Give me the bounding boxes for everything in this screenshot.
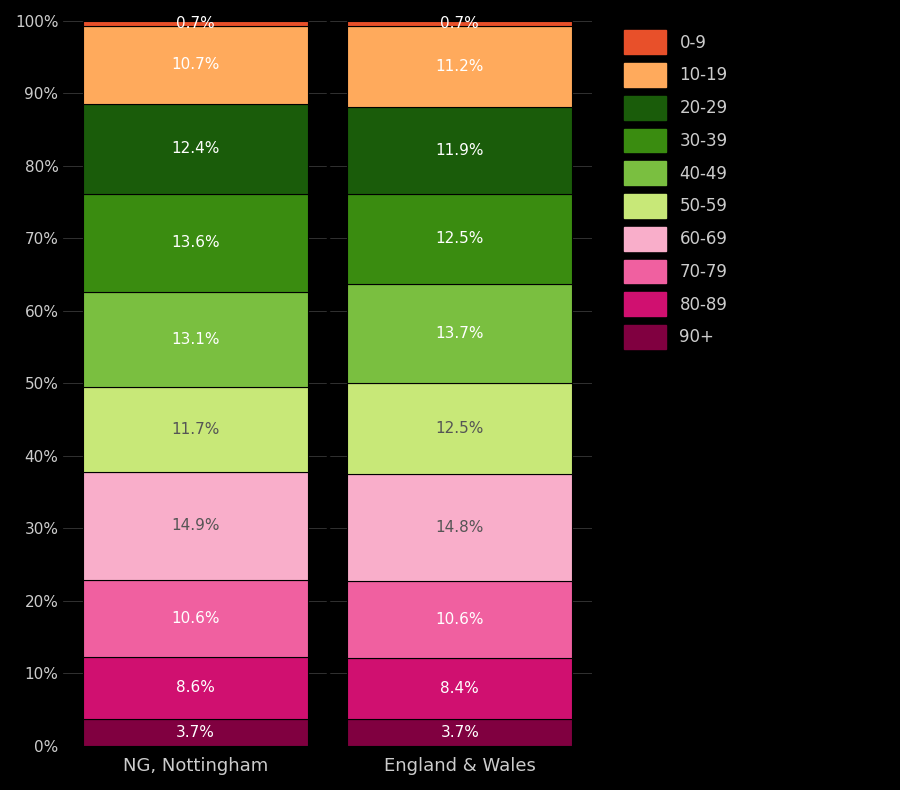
Bar bbox=[83, 103, 308, 194]
Bar bbox=[347, 719, 572, 746]
Bar bbox=[347, 26, 572, 107]
Text: 11.2%: 11.2% bbox=[436, 59, 484, 74]
Text: 12.5%: 12.5% bbox=[436, 231, 484, 246]
Text: 0.7%: 0.7% bbox=[176, 16, 215, 31]
Text: 13.1%: 13.1% bbox=[171, 332, 220, 347]
Bar bbox=[83, 580, 308, 656]
Text: 13.6%: 13.6% bbox=[171, 235, 220, 250]
Text: 10.6%: 10.6% bbox=[436, 612, 484, 627]
Text: 11.9%: 11.9% bbox=[436, 143, 484, 158]
Bar bbox=[347, 581, 572, 658]
Bar bbox=[83, 194, 308, 292]
Text: 0.7%: 0.7% bbox=[440, 16, 479, 31]
Bar bbox=[83, 21, 308, 26]
Bar bbox=[83, 26, 308, 103]
Text: 14.9%: 14.9% bbox=[171, 518, 220, 533]
Text: 13.7%: 13.7% bbox=[436, 326, 484, 341]
Legend: 0-9, 10-19, 20-29, 30-39, 40-49, 50-59, 60-69, 70-79, 80-89, 90+: 0-9, 10-19, 20-29, 30-39, 40-49, 50-59, … bbox=[616, 22, 736, 357]
Bar bbox=[347, 21, 572, 26]
Text: 10.7%: 10.7% bbox=[171, 58, 220, 73]
Bar bbox=[347, 284, 572, 383]
Bar bbox=[347, 194, 572, 284]
Text: 14.8%: 14.8% bbox=[436, 520, 484, 535]
Text: 8.6%: 8.6% bbox=[176, 680, 215, 695]
Bar bbox=[347, 107, 572, 194]
Text: 12.4%: 12.4% bbox=[171, 141, 220, 156]
Bar bbox=[83, 292, 308, 387]
Text: 3.7%: 3.7% bbox=[176, 725, 215, 740]
Bar bbox=[347, 474, 572, 581]
Text: 3.7%: 3.7% bbox=[440, 725, 479, 740]
Bar bbox=[347, 383, 572, 474]
Bar bbox=[83, 656, 308, 719]
Text: 11.7%: 11.7% bbox=[171, 422, 220, 437]
Bar bbox=[83, 719, 308, 746]
Bar bbox=[347, 658, 572, 719]
Text: 12.5%: 12.5% bbox=[436, 421, 484, 436]
Text: 8.4%: 8.4% bbox=[440, 681, 479, 696]
Bar bbox=[83, 472, 308, 580]
Bar bbox=[83, 387, 308, 472]
Text: 10.6%: 10.6% bbox=[171, 611, 220, 626]
